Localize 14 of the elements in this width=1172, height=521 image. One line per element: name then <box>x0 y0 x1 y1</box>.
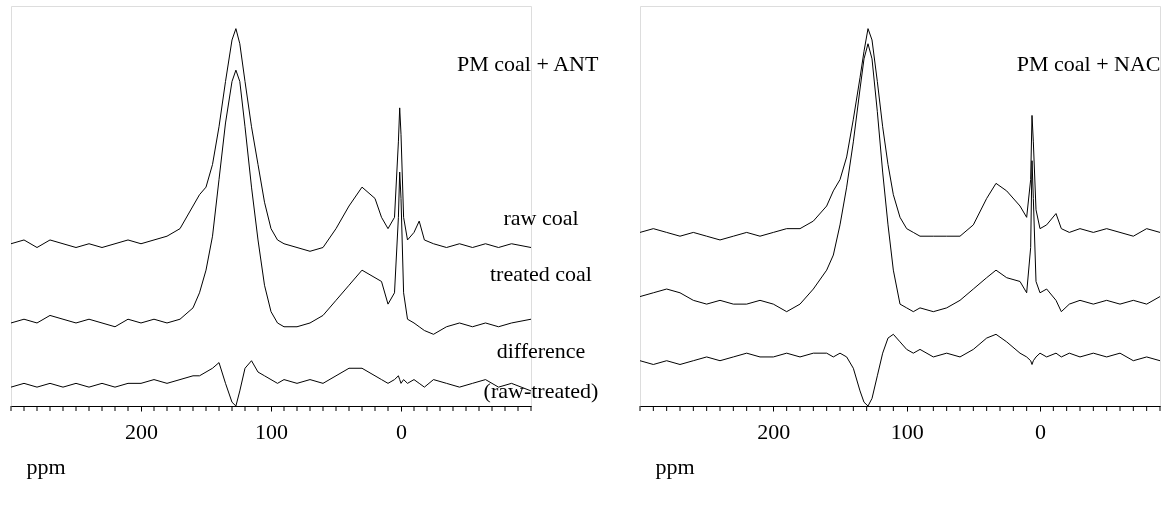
x-tick-label: 100 <box>890 418 924 444</box>
x-tick-label: 200 <box>125 418 158 444</box>
text: PM coal + NAC <box>1016 51 1161 76</box>
annotation: (raw-treated) <box>483 378 599 403</box>
annotation: difference <box>496 338 586 363</box>
annotation: raw coal <box>503 205 579 230</box>
x-tick-label: 0 <box>396 418 407 444</box>
text: PM coal + ANT <box>457 51 599 76</box>
x-tick-label: 200 <box>757 418 791 444</box>
x-axis-title: ppm <box>655 453 695 479</box>
x-tick-label: 100 <box>255 418 288 444</box>
x-axis-title: ppm <box>26 453 66 479</box>
x-tick-label: 0 <box>1035 418 1046 444</box>
annotation: treated coal <box>490 261 592 286</box>
